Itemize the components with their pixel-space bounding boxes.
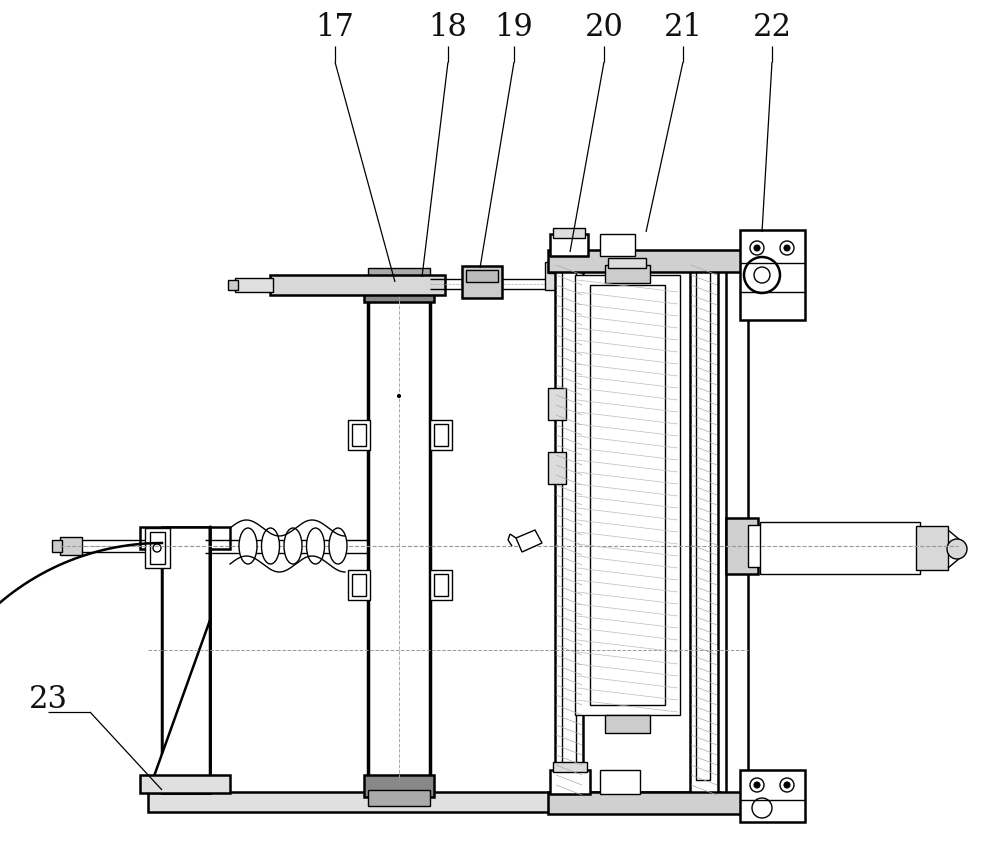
Bar [60,537,82,555]
Bar [368,290,430,780]
Circle shape [754,782,760,788]
Bar [550,234,588,256]
Bar [434,424,448,446]
Circle shape [744,257,780,293]
Circle shape [780,241,794,255]
Ellipse shape [239,528,257,564]
Circle shape [754,245,760,251]
Bar [52,540,62,552]
Bar [150,532,165,564]
Text: 19: 19 [495,13,533,44]
Bar [545,262,567,290]
Bar [352,574,366,596]
Bar [575,275,680,715]
Bar [548,792,756,814]
Text: 22: 22 [753,13,792,44]
Text: 17: 17 [316,13,354,44]
Circle shape [784,245,790,251]
Polygon shape [162,527,210,793]
Bar [352,424,366,446]
Bar [235,278,273,292]
Polygon shape [148,527,210,793]
Bar [608,258,646,268]
Bar [548,250,756,272]
Circle shape [153,544,161,552]
Bar [162,527,210,793]
Bar [605,265,650,283]
Ellipse shape [262,528,280,564]
Bar [760,522,920,574]
Bar [726,258,748,793]
Text: 21: 21 [664,13,702,44]
Bar [548,388,566,420]
Text: 18: 18 [429,13,467,44]
Bar [140,527,230,549]
Circle shape [784,782,790,788]
Circle shape [780,778,794,792]
Bar [368,790,430,806]
Circle shape [947,539,967,559]
Bar [740,230,805,320]
Ellipse shape [329,528,347,564]
Bar [748,525,766,567]
Bar [430,420,452,450]
Polygon shape [516,530,542,552]
Ellipse shape [284,528,302,564]
Bar [548,452,566,484]
Bar [562,270,576,780]
Bar [590,285,665,705]
Bar [555,258,583,793]
Bar [600,234,635,256]
Bar [726,518,758,574]
Bar [148,792,720,812]
Bar [270,275,445,295]
Bar [550,770,590,794]
Bar [605,715,650,733]
Bar [228,280,238,290]
Bar [548,265,564,273]
Bar [466,270,498,282]
Bar [364,775,434,797]
Text: 20: 20 [585,13,623,44]
Bar [916,526,948,570]
Circle shape [750,241,764,255]
Circle shape [750,778,764,792]
Bar [434,574,448,596]
Bar [368,268,430,284]
Bar [364,280,434,302]
Bar [553,762,587,772]
Bar [348,420,370,450]
Bar [553,228,585,238]
Circle shape [754,267,770,283]
Bar [430,570,452,600]
Bar [462,266,502,298]
Bar [696,270,710,780]
Bar [600,770,640,794]
Bar [145,528,170,568]
Bar [348,570,370,600]
Circle shape [752,798,772,818]
Bar [690,258,718,793]
Circle shape [398,394,400,398]
Text: 23: 23 [28,685,68,716]
Bar [740,770,805,822]
Bar [140,775,230,793]
Ellipse shape [306,528,324,564]
Bar [162,545,210,793]
